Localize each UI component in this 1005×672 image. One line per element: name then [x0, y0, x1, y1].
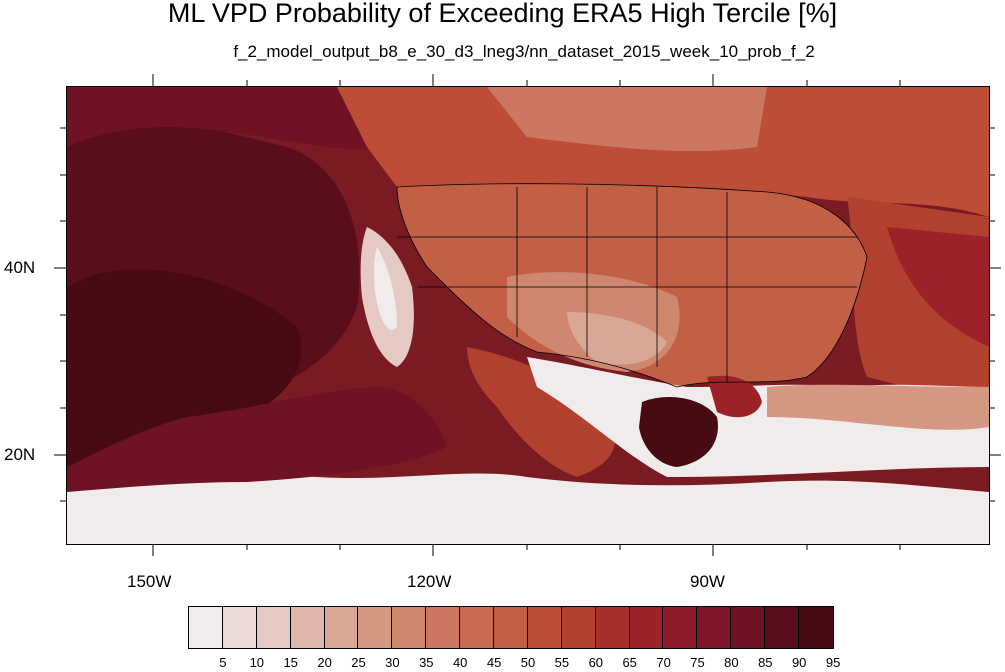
colorbar-label: 75 [690, 655, 705, 670]
colorbar-box [697, 607, 732, 648]
caribbean-band [767, 384, 989, 430]
colorbar-box [561, 607, 596, 648]
colorbar-box [663, 607, 698, 648]
colorbar-label: 45 [486, 655, 502, 670]
colorbar-box [324, 607, 359, 648]
lon-label-150w: 150W [127, 572, 172, 591]
colorbar-box [765, 607, 800, 648]
colorbar-label: 10 [249, 655, 265, 670]
lon-label-120w: 120W [407, 572, 452, 591]
colorbar-label: 15 [283, 655, 298, 670]
california-coast-core [373, 247, 397, 330]
colorbar-box [494, 607, 528, 648]
colorbar-label: 35 [419, 655, 434, 670]
atlantic-dark-region [887, 227, 989, 347]
map-canvas [67, 87, 989, 544]
pacific-darkest-core [67, 269, 302, 477]
colorbar-label: 20 [317, 655, 332, 670]
colorbar-label: 85 [758, 655, 773, 670]
colorbar-label: 70 [656, 655, 671, 670]
lat-label-20n: 20N [4, 445, 36, 464]
map-panel [66, 86, 990, 545]
north-pacific [67, 87, 397, 150]
colorbar-box [527, 607, 562, 648]
canada-light-region [487, 87, 767, 152]
gulf-dark-blob [639, 397, 718, 467]
colorbar-box [392, 607, 427, 648]
east-pacific-dark [67, 387, 447, 492]
colorbar-label: 95 [825, 655, 841, 670]
colorbar-label: 25 [351, 655, 366, 670]
us-outline [396, 183, 868, 388]
map-subtitle: f_2_model_output_b8_e_30_d3_lneg3/nn_dat… [233, 42, 815, 61]
colorbar-box [460, 607, 495, 648]
lon-label-90w: 90W [690, 572, 725, 591]
colorbar-box [629, 607, 664, 648]
colorbar-label: 90 [791, 655, 807, 670]
colorbar-label: 40 [452, 655, 468, 670]
colorbar-label: 50 [520, 655, 536, 670]
gulf-coast-dark [707, 375, 762, 418]
southern-light-band [67, 473, 989, 544]
colorbar-box [595, 607, 630, 648]
colorbar-label: 65 [622, 655, 637, 670]
colorbar-box [426, 607, 461, 648]
map-title: ML VPD Probability of Exceeding ERA5 Hig… [167, 0, 838, 28]
colorbar-box [222, 607, 257, 648]
colorbar-label: 60 [588, 655, 604, 670]
colorbar-label: 30 [385, 655, 400, 670]
colorbar-box [189, 607, 223, 648]
colorbar [188, 606, 834, 649]
colorbar-box [358, 607, 393, 648]
colorbar-box [256, 607, 291, 648]
colorbar-label: 80 [724, 655, 739, 670]
lat-label-40n: 40N [4, 258, 36, 277]
texas-light [567, 312, 667, 365]
colorbar-label: 55 [554, 655, 570, 670]
colorbar-label: 5 [219, 655, 227, 670]
mexico-region [467, 347, 616, 477]
colorbar-box [290, 607, 325, 648]
colorbar-box [799, 607, 833, 648]
colorbar-box [731, 607, 766, 648]
